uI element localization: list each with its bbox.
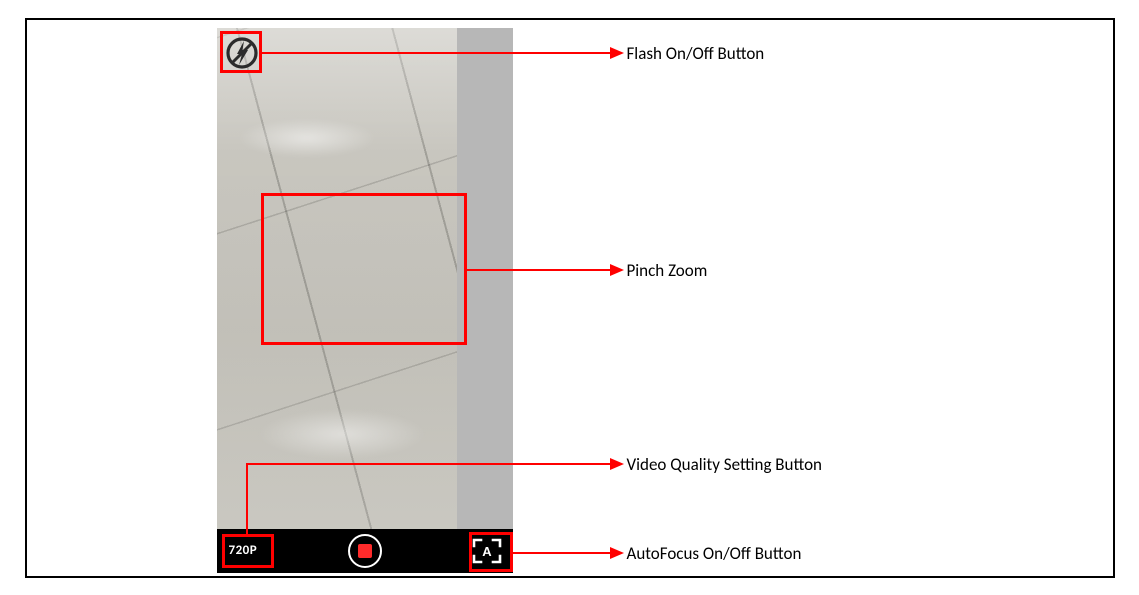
leader-autofocus	[513, 552, 612, 554]
autofocus-toggle-button[interactable]: A	[469, 536, 505, 566]
label-pinch: Pinch Zoom	[627, 262, 708, 279]
label-autofocus: AutoFocus On/Off Button	[627, 545, 802, 562]
arrow-pinch	[610, 264, 624, 276]
label-flash: Flash On/Off Button	[627, 45, 765, 62]
leader-quality-vert	[246, 464, 248, 534]
record-button[interactable]	[348, 534, 382, 568]
camera-toolbar: 720P A	[217, 529, 513, 573]
flash-icon	[225, 36, 259, 70]
label-quality: Video Quality Setting Button	[627, 456, 823, 473]
autofocus-icon: A	[472, 538, 502, 564]
video-quality-button[interactable]: 720P	[225, 540, 262, 561]
record-icon	[358, 544, 372, 558]
arrow-autofocus	[610, 547, 624, 559]
phone-screenshot: 720P A	[217, 28, 513, 573]
flash-toggle-button[interactable]	[223, 34, 261, 72]
leader-flash	[262, 52, 612, 54]
leader-quality-horz	[246, 463, 612, 465]
diagram-frame: 720P A Flash On/Off Button Pinch Zoom Vi…	[25, 18, 1115, 578]
svg-text:A: A	[482, 544, 492, 559]
leader-pinch	[467, 269, 612, 271]
pinch-zoom-area[interactable]	[261, 193, 467, 345]
arrow-flash	[610, 47, 624, 59]
arrow-quality	[610, 458, 624, 470]
